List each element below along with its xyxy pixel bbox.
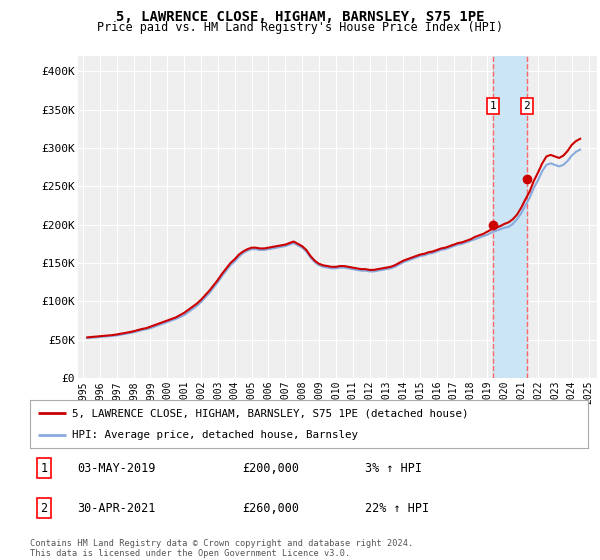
Text: 30-APR-2021: 30-APR-2021 bbox=[77, 502, 156, 515]
Text: 2: 2 bbox=[40, 502, 47, 515]
Text: 22% ↑ HPI: 22% ↑ HPI bbox=[365, 502, 429, 515]
Text: 03-MAY-2019: 03-MAY-2019 bbox=[77, 461, 156, 475]
Text: 5, LAWRENCE CLOSE, HIGHAM, BARNSLEY, S75 1PE: 5, LAWRENCE CLOSE, HIGHAM, BARNSLEY, S75… bbox=[116, 10, 484, 24]
Text: Contains HM Land Registry data © Crown copyright and database right 2024.
This d: Contains HM Land Registry data © Crown c… bbox=[30, 539, 413, 558]
Text: £260,000: £260,000 bbox=[242, 502, 299, 515]
Text: HPI: Average price, detached house, Barnsley: HPI: Average price, detached house, Barn… bbox=[72, 430, 358, 440]
Text: £200,000: £200,000 bbox=[242, 461, 299, 475]
Text: 1: 1 bbox=[40, 461, 47, 475]
Text: 5, LAWRENCE CLOSE, HIGHAM, BARNSLEY, S75 1PE (detached house): 5, LAWRENCE CLOSE, HIGHAM, BARNSLEY, S75… bbox=[72, 408, 469, 418]
Bar bbox=[493, 56, 527, 378]
Text: 2: 2 bbox=[523, 101, 530, 111]
Text: 3% ↑ HPI: 3% ↑ HPI bbox=[365, 461, 422, 475]
Text: Price paid vs. HM Land Registry's House Price Index (HPI): Price paid vs. HM Land Registry's House … bbox=[97, 21, 503, 34]
Text: 1: 1 bbox=[490, 101, 496, 111]
